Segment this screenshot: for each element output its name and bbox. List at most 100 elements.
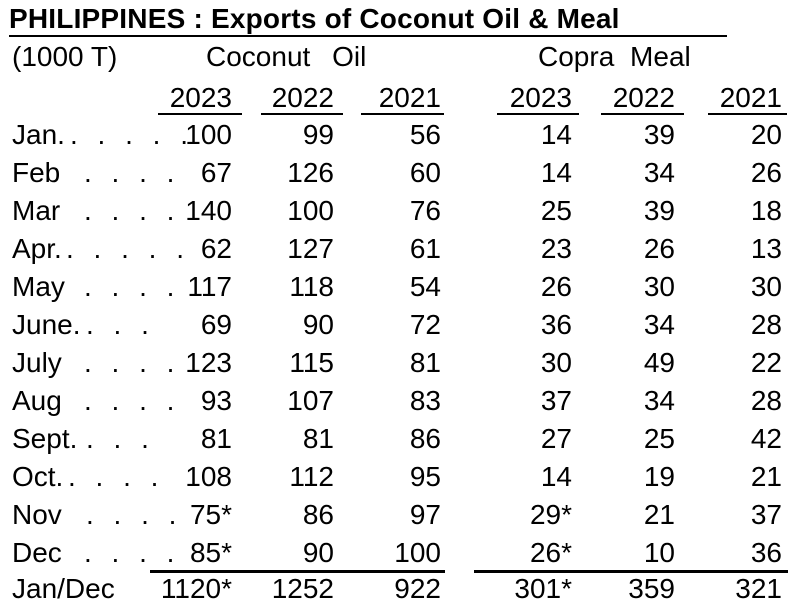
copra-meal-value-cell: 25 bbox=[540, 195, 572, 226]
row-leader-dots: . . . . bbox=[84, 271, 181, 302]
coconut-oil-year-header: 2022 bbox=[271, 82, 334, 113]
coconut-oil-value-cell: 99 bbox=[302, 119, 334, 150]
row-month-label: June. bbox=[12, 309, 81, 340]
row-leader-dots: . . . . bbox=[84, 385, 181, 416]
coconut-oil-value-cell: 115 bbox=[289, 347, 334, 378]
coconut-oil-value-cell: 81 bbox=[302, 423, 334, 454]
copra-meal-value-cell: 34 bbox=[643, 385, 675, 416]
coconut-oil-value-cell: 85* bbox=[189, 537, 232, 568]
copra-meal-value-cell: 34 bbox=[643, 309, 675, 340]
row-leader-dots: . . . . bbox=[84, 347, 181, 378]
coconut-oil-total-cell: 922 bbox=[394, 573, 441, 604]
coconut-oil-value-cell: 81 bbox=[200, 423, 232, 454]
coconut-oil-value-cell: 126 bbox=[287, 157, 334, 188]
copra-meal-value-cell: 23 bbox=[540, 233, 572, 264]
coconut-oil-value-cell: 127 bbox=[287, 233, 334, 264]
copra-meal-group-header: Copra Meal bbox=[538, 41, 691, 72]
copra-meal-value-cell: 19 bbox=[643, 461, 675, 492]
coconut-oil-value-cell: 56 bbox=[409, 119, 441, 150]
row-leader-dots: . . . . bbox=[86, 499, 183, 530]
copra-meal-value-cell: 26* bbox=[529, 537, 572, 568]
row-month-label: Aug bbox=[12, 385, 62, 416]
row-month-label: Feb bbox=[12, 157, 61, 188]
copra-meal-value-cell: 30 bbox=[750, 271, 782, 302]
title-underline bbox=[9, 35, 727, 37]
row-month-label: Dec bbox=[12, 537, 62, 568]
row-leader-dots: . . . . bbox=[68, 461, 165, 492]
coconut-oil-value-cell: 61 bbox=[409, 233, 441, 264]
copra-meal-total-cell: 301* bbox=[514, 573, 572, 604]
coconut-oil-value-cell: 112 bbox=[289, 461, 334, 492]
total-label: Jan/Dec bbox=[12, 573, 115, 604]
copra-meal-value-cell: 26 bbox=[540, 271, 572, 302]
row-month-label: May bbox=[12, 271, 65, 302]
year-underline bbox=[497, 113, 579, 115]
coconut-oil-value-cell: 60 bbox=[409, 157, 441, 188]
copra-meal-value-cell: 29* bbox=[529, 499, 572, 530]
row-month-label: July bbox=[12, 347, 62, 378]
row-month-label: Nov bbox=[12, 499, 62, 530]
copra-meal-value-cell: 10 bbox=[643, 537, 675, 568]
copra-meal-value-cell: 30 bbox=[643, 271, 675, 302]
copra-meal-value-cell: 27 bbox=[540, 423, 572, 454]
coconut-oil-value-cell: 140 bbox=[185, 195, 232, 226]
coconut-oil-value-cell: 86 bbox=[409, 423, 441, 454]
coconut-oil-value-cell: 100 bbox=[185, 119, 232, 150]
copra-meal-value-cell: 37 bbox=[540, 385, 572, 416]
copra-meal-value-cell: 42 bbox=[750, 423, 782, 454]
year-underline bbox=[361, 113, 444, 115]
coconut-oil-total-cell: 1252 bbox=[271, 573, 334, 604]
coconut-oil-value-cell: 95 bbox=[409, 461, 441, 492]
copra-meal-value-cell: 30 bbox=[540, 347, 572, 378]
coconut-oil-year-header: 2023 bbox=[169, 82, 232, 113]
copra-meal-value-cell: 20 bbox=[750, 119, 782, 150]
year-underline bbox=[158, 113, 242, 115]
coconut-oil-total-rule bbox=[150, 570, 445, 573]
year-underline bbox=[708, 113, 787, 115]
coconut-oil-value-cell: 90 bbox=[302, 537, 334, 568]
row-leader-dots: . . . . . bbox=[66, 233, 191, 264]
year-underline bbox=[601, 113, 684, 115]
copra-meal-value-cell: 21 bbox=[643, 499, 675, 530]
copra-meal-value-cell: 39 bbox=[643, 119, 675, 150]
unit-label: (1000 T) bbox=[12, 41, 118, 72]
copra-meal-year-header: 2021 bbox=[719, 82, 782, 113]
coconut-oil-value-cell: 90 bbox=[302, 309, 334, 340]
row-month-label: Sept. bbox=[12, 423, 78, 454]
copra-meal-value-cell: 39 bbox=[643, 195, 675, 226]
copra-meal-value-cell: 36 bbox=[750, 537, 782, 568]
coconut-oil-value-cell: 123 bbox=[185, 347, 232, 378]
row-leader-dots: . . . bbox=[86, 309, 155, 340]
copra-meal-value-cell: 22 bbox=[750, 347, 782, 378]
copra-meal-value-cell: 37 bbox=[750, 499, 782, 530]
copra-meal-total-cell: 359 bbox=[628, 573, 675, 604]
coconut-oil-value-cell: 107 bbox=[287, 385, 334, 416]
copra-meal-total-rule bbox=[474, 570, 788, 573]
row-leader-dots: . . . . . bbox=[70, 119, 195, 150]
row-month-label: Apr. bbox=[12, 233, 62, 264]
copra-meal-year-header: 2023 bbox=[509, 82, 572, 113]
copra-meal-value-cell: 28 bbox=[750, 385, 782, 416]
copra-meal-value-cell: 28 bbox=[750, 309, 782, 340]
copra-meal-value-cell: 13 bbox=[750, 233, 782, 264]
coconut-oil-value-cell: 118 bbox=[289, 271, 334, 302]
copra-meal-value-cell: 25 bbox=[643, 423, 675, 454]
coconut-oil-value-cell: 72 bbox=[409, 309, 441, 340]
coconut-oil-value-cell: 67 bbox=[200, 157, 232, 188]
coconut-oil-value-cell: 62 bbox=[200, 233, 232, 264]
coconut-oil-value-cell: 97 bbox=[409, 499, 441, 530]
coconut-oil-value-cell: 117 bbox=[187, 271, 232, 302]
copra-meal-total-cell: 321 bbox=[735, 573, 782, 604]
coconut-oil-value-cell: 93 bbox=[200, 385, 232, 416]
copra-meal-value-cell: 21 bbox=[750, 461, 782, 492]
row-leader-dots: . . . . bbox=[84, 537, 181, 568]
coconut-oil-value-cell: 69 bbox=[200, 309, 232, 340]
coconut-oil-year-header: 2021 bbox=[378, 82, 441, 113]
copra-meal-value-cell: 14 bbox=[540, 461, 572, 492]
copra-meal-value-cell: 26 bbox=[750, 157, 782, 188]
copra-meal-value-cell: 34 bbox=[643, 157, 675, 188]
coconut-oil-value-cell: 81 bbox=[409, 347, 441, 378]
copra-meal-year-header: 2022 bbox=[612, 82, 675, 113]
coconut-oil-value-cell: 86 bbox=[302, 499, 334, 530]
